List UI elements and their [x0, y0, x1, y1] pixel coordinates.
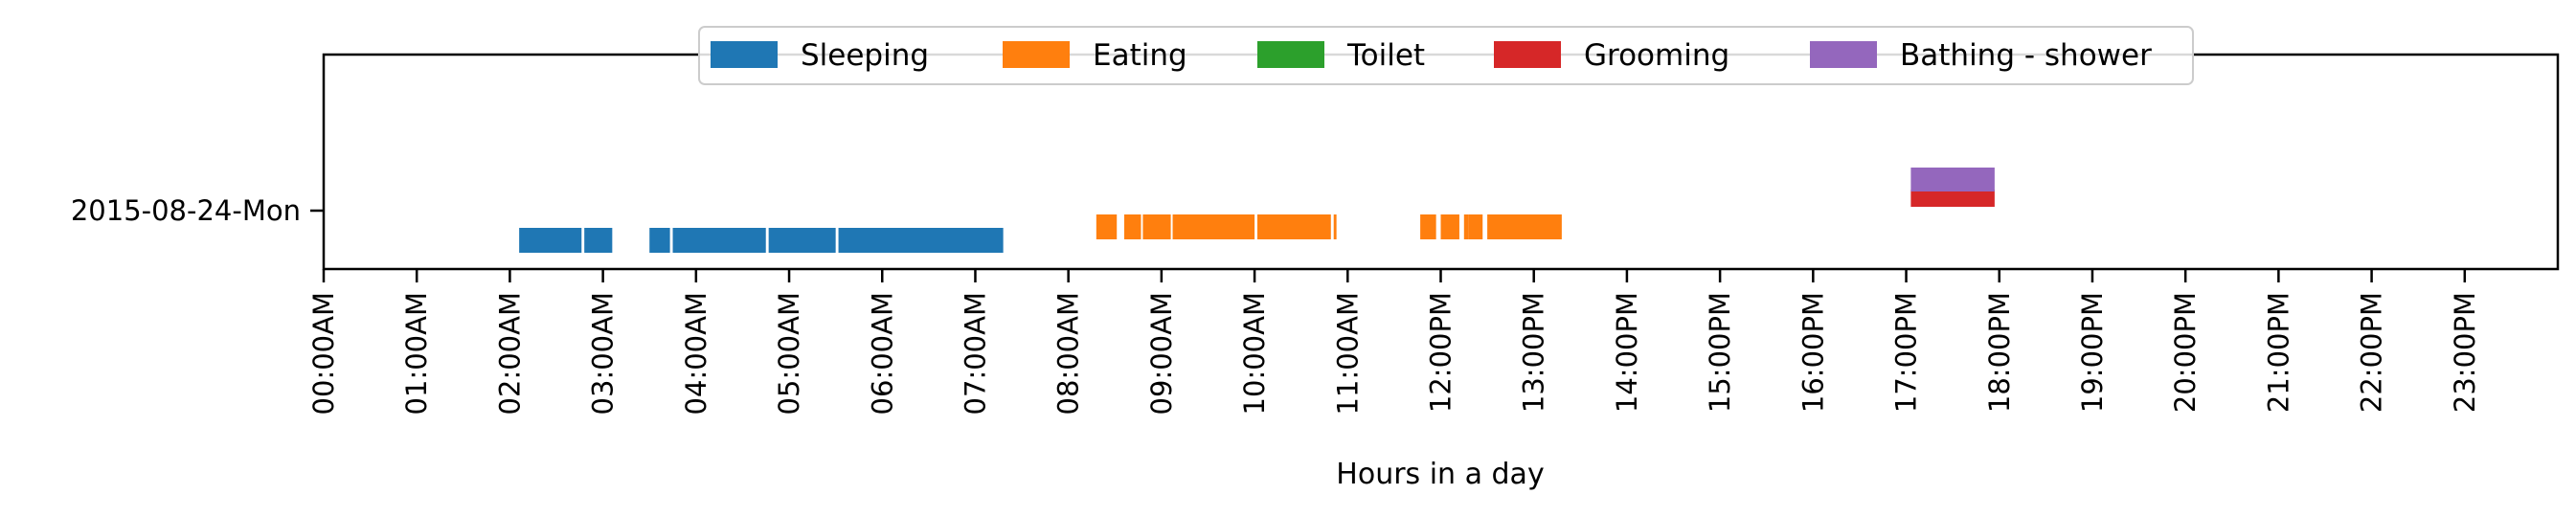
x-tick-label: 12:00PM [1425, 292, 1457, 413]
bar-sleeping-4 [768, 228, 836, 253]
x-tick-label: 06:00AM [866, 292, 898, 415]
legend-swatch-sleeping [711, 41, 778, 68]
bar-sleeping-2 [649, 228, 670, 253]
x-tick-label: 19:00PM [2076, 292, 2109, 413]
bar-bathing-shower-0 [1910, 168, 1995, 191]
x-tick-label: 01:00AM [400, 292, 433, 415]
bar-grooming-0 [1910, 190, 1995, 207]
bar-sleeping-0 [519, 228, 582, 253]
legend-label-grooming: Grooming [1584, 38, 1729, 73]
bars-layer [519, 168, 1995, 253]
x-tick-label: 08:00AM [1052, 292, 1085, 415]
legend-label-bathing-shower: Bathing - shower [1900, 38, 2152, 73]
bar-eating-5 [1333, 214, 1337, 239]
legend-swatch-bathing-shower [1810, 41, 1877, 68]
bar-eating-2 [1142, 214, 1171, 239]
legend-label-toilet: Toilet [1346, 38, 1425, 73]
bar-sleeping-3 [672, 228, 766, 253]
x-tick-label: 00:00AM [307, 292, 340, 415]
legend-label-sleeping: Sleeping [801, 38, 929, 73]
legend-swatch-grooming [1494, 41, 1561, 68]
bar-eating-10 [1487, 214, 1562, 239]
x-tick-label: 23:00PM [2449, 292, 2481, 413]
x-tick-label: 20:00PM [2169, 292, 2202, 413]
x-tick-label: 03:00AM [587, 292, 620, 415]
bar-eating-8 [1463, 214, 1469, 239]
y-axis: 2015-08-24-Mon [71, 194, 324, 227]
x-axis-title: Hours in a day [1336, 458, 1544, 491]
bar-eating-3 [1172, 214, 1255, 239]
legend-label-eating: Eating [1093, 38, 1187, 73]
bar-eating-0 [1096, 214, 1118, 239]
x-tick-label: 17:00PM [1890, 292, 1923, 413]
x-tick-label: 22:00PM [2356, 292, 2388, 413]
x-tick-label: 02:00AM [493, 292, 526, 415]
legend-swatch-toilet [1257, 41, 1324, 68]
bar-sleeping-1 [584, 228, 613, 253]
x-tick-label: 04:00AM [680, 292, 712, 415]
x-tick-label: 10:00AM [1238, 292, 1271, 415]
x-tick-label: 16:00PM [1796, 292, 1829, 413]
legend-swatch-eating [1003, 41, 1070, 68]
x-tick-label: 21:00PM [2262, 292, 2294, 413]
x-tick-label: 14:00PM [1611, 292, 1643, 413]
bar-eating-6 [1420, 214, 1436, 239]
bar-eating-9 [1468, 214, 1483, 239]
bar-eating-1 [1123, 214, 1141, 239]
y-tick-label: 2015-08-24-Mon [71, 194, 301, 227]
bar-sleeping-5 [838, 228, 1004, 253]
x-tick-label: 18:00PM [1983, 292, 2016, 413]
x-tick-label: 05:00AM [773, 292, 805, 415]
bar-eating-7 [1440, 214, 1459, 239]
legend: Sleeping Eating Toilet Grooming Bathing - sh… [698, 26, 2194, 85]
bar-eating-4 [1257, 214, 1331, 239]
x-tick-label: 11:00AM [1331, 292, 1364, 415]
x-tick-label: 09:00AM [1145, 292, 1178, 415]
x-tick-label: 07:00AM [959, 292, 991, 415]
x-tick-label: 15:00PM [1704, 292, 1736, 413]
x-tick-label: 13:00PM [1518, 292, 1550, 413]
x-axis: 00:00AM 01:00AM 02:00AM 03:00AM 04:00AM 05:00… [307, 269, 2481, 415]
